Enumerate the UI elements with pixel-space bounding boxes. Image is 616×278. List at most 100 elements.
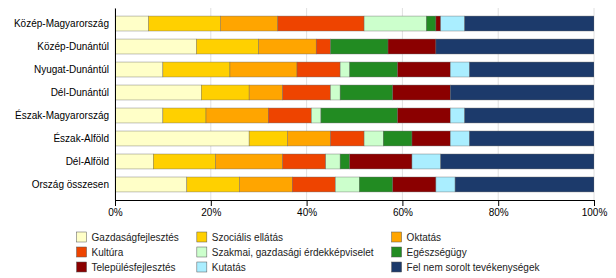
legend-item: Szakmai, gazdasági érdekképviselet	[197, 247, 374, 258]
bar	[441, 16, 465, 31]
tick: 20%	[201, 200, 221, 218]
bar	[359, 177, 393, 192]
tick-label: Közép-Magyarország	[14, 18, 109, 29]
bar	[450, 85, 594, 100]
x-axis: 0%20%40%60%80%100%	[108, 200, 607, 218]
bar	[469, 62, 594, 77]
bar	[201, 85, 249, 100]
legend-swatch	[197, 247, 207, 257]
bar	[441, 154, 594, 169]
bar	[412, 154, 441, 169]
grid-line	[498, 8, 499, 200]
bar	[187, 177, 240, 192]
legend-item: Oktatás	[392, 232, 441, 243]
bar	[115, 62, 163, 77]
bar	[450, 108, 464, 123]
tick-label: Észak-Alföld	[53, 132, 109, 144]
bar	[115, 39, 196, 54]
bar	[388, 39, 436, 54]
tick-mark	[115, 200, 116, 206]
bar	[206, 108, 268, 123]
bar	[287, 131, 330, 146]
bar	[115, 108, 163, 123]
bar	[335, 177, 359, 192]
tick: Ország összesen	[32, 179, 115, 190]
tick-mark	[594, 200, 595, 206]
grid-line	[594, 8, 595, 200]
tick-mark	[498, 200, 499, 206]
tick-label: Közép-Dunántúl	[37, 41, 109, 52]
bar	[283, 154, 326, 169]
tick-label: 100%	[582, 207, 608, 218]
tick: Közép-Magyarország	[14, 18, 115, 29]
tick: 0%	[108, 200, 123, 218]
series	[206, 16, 331, 192]
grid	[115, 8, 594, 200]
legend-item: Településfejlesztés	[77, 262, 176, 273]
tick: 100%	[582, 200, 608, 218]
tick: 40%	[297, 200, 317, 218]
tick-label: 20%	[201, 207, 221, 218]
legend-label: Egészségügy	[407, 247, 467, 258]
tick-mark	[211, 200, 212, 206]
tick-mark	[307, 200, 308, 206]
bar	[350, 154, 412, 169]
tick-label: Nyugat-Dunántúl	[34, 64, 109, 75]
bar	[196, 39, 258, 54]
bar	[455, 177, 594, 192]
legend-label: Szakmai, gazdasági érdekképviselet	[212, 247, 374, 258]
legend-item: Egészségügy	[392, 247, 467, 258]
bar	[364, 131, 383, 146]
bar	[469, 131, 594, 146]
legend-swatch	[392, 232, 402, 242]
legend-swatch	[77, 232, 87, 242]
legend-label: Fel nem sorolt tevékenységek	[407, 262, 541, 273]
legend-item: Szociális ellátás	[197, 232, 283, 243]
grid-line	[115, 8, 116, 200]
tick: Dél-Dunántúl	[51, 87, 115, 98]
legend-label: Kultúra	[92, 247, 124, 258]
bar	[450, 62, 469, 77]
grid-line	[402, 8, 403, 200]
bar	[412, 131, 450, 146]
legend-label: Gazdaságfejlesztés	[92, 232, 179, 243]
bar	[292, 177, 335, 192]
bar	[321, 108, 398, 123]
bar	[436, 177, 455, 192]
legend-label: Településfejlesztés	[92, 262, 176, 273]
y-axis: Közép-Magyarország Közép-Dunántúl Nyugat-D…	[14, 9, 116, 201]
series	[436, 16, 594, 192]
legend-item: Fel nem sorolt tevékenységek	[392, 262, 541, 273]
bar	[331, 85, 341, 100]
bar	[297, 62, 340, 77]
bar	[393, 177, 436, 192]
tick-label: Dél-Alföld	[66, 156, 109, 167]
bar	[340, 154, 350, 169]
bars	[115, 16, 594, 192]
bar	[316, 39, 330, 54]
bar	[331, 131, 365, 146]
legend-label: Oktatás	[407, 232, 441, 243]
bar	[340, 62, 350, 77]
axis-line	[115, 9, 116, 201]
bar	[436, 39, 594, 54]
bar	[115, 85, 201, 100]
bar	[450, 131, 469, 146]
tick-mark	[402, 200, 403, 206]
bar	[326, 154, 340, 169]
bar	[216, 154, 283, 169]
tick: Észak-Magyarország	[15, 109, 115, 121]
bar	[278, 16, 364, 31]
bar	[465, 108, 594, 123]
legend-swatch	[197, 262, 207, 272]
axis-line	[116, 201, 595, 207]
bar	[340, 85, 393, 100]
legend-item: Kultúra	[77, 247, 124, 258]
bar	[393, 85, 450, 100]
bar	[163, 62, 230, 77]
bar	[249, 85, 283, 100]
bar	[436, 16, 441, 31]
tick-label: 60%	[393, 207, 413, 218]
bar	[115, 177, 187, 192]
series	[350, 16, 451, 192]
